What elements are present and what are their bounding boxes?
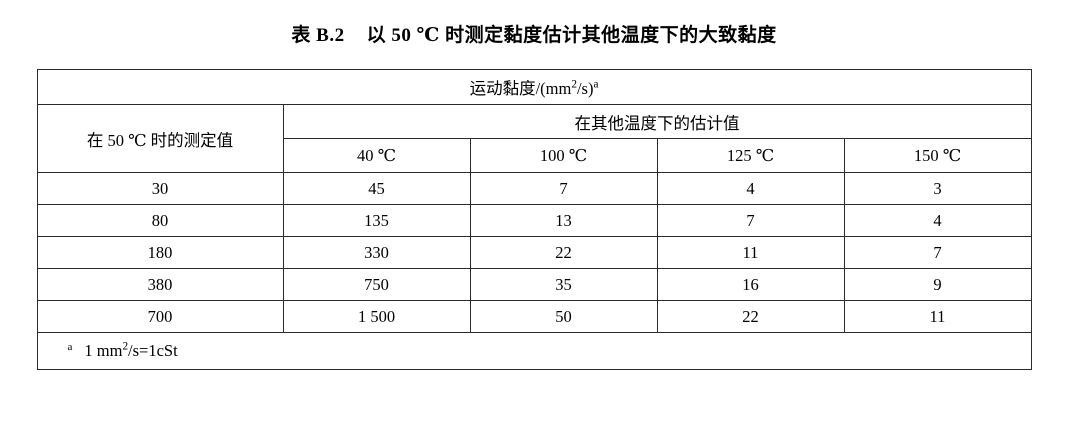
table-row: 180 330 22 11 7 xyxy=(36,236,1032,269)
header-col-40c: 40 ℃ xyxy=(282,138,471,173)
header-col-150c: 150 ℃ xyxy=(843,138,1032,173)
cell-value-150c: 4 xyxy=(843,204,1032,237)
header-unit-footnote-mark: a xyxy=(593,78,599,91)
cell-value-125c: 16 xyxy=(656,268,845,301)
table-header-row-columns: 40 ℃ 100 ℃ 125 ℃ 150 ℃ xyxy=(37,138,1032,173)
table-title: 表 B.2 以 50 ℃ 时测定黏度估计其他温度下的大致黏度 xyxy=(0,0,1068,69)
cell-value-40c: 750 xyxy=(282,268,471,301)
cell-value-100c: 7 xyxy=(469,172,658,205)
cell-value-150c: 7 xyxy=(843,236,1032,269)
cell-value-125c: 11 xyxy=(656,236,845,269)
table-title-text: 以 50 ℃ 时测定黏度估计其他温度下的大致黏度 xyxy=(366,25,777,46)
header-unit-exponent: 2 xyxy=(571,78,577,91)
cell-value-100c: 35 xyxy=(469,268,658,301)
cell-value-150c: 11 xyxy=(843,300,1032,333)
cell-value-150c: 9 xyxy=(843,268,1032,301)
cell-value-125c: 22 xyxy=(656,300,845,333)
cell-measured: 700 xyxy=(36,300,284,333)
cell-value-40c: 45 xyxy=(282,172,471,205)
cell-value-100c: 22 xyxy=(469,236,658,269)
cell-measured: 180 xyxy=(36,236,284,269)
footnote-mark: a xyxy=(67,340,73,353)
cell-value-125c: 4 xyxy=(656,172,845,205)
cell-value-40c: 135 xyxy=(282,204,471,237)
table-row: 380 750 35 16 9 xyxy=(36,268,1032,301)
footnote-suffix: /s=1cSt xyxy=(128,341,178,361)
header-col-100c: 100 ℃ xyxy=(469,138,658,173)
table-row: 80 135 13 7 4 xyxy=(36,204,1032,237)
cell-measured: 80 xyxy=(36,204,284,237)
table-header-row-group: 在 50 ℃ 时的测定值 在其他温度下的估计值 xyxy=(36,104,1032,173)
header-unit-cell: 运动黏度/(mm2/s)a xyxy=(36,69,1032,105)
cell-measured: 380 xyxy=(36,268,284,301)
table-row: 700 1 500 50 22 11 xyxy=(36,300,1032,333)
cell-value-125c: 7 xyxy=(656,204,845,237)
cell-measured: 30 xyxy=(36,172,284,205)
footnote-prefix: 1 mm xyxy=(84,341,123,361)
header-col-125c: 125 ℃ xyxy=(656,138,845,173)
cell-value-100c: 13 xyxy=(469,204,658,237)
cell-value-100c: 50 xyxy=(469,300,658,333)
header-estimated-group-cell: 在其他温度下的估计值 xyxy=(282,104,1032,139)
viscosity-table: 运动黏度/(mm2/s)a 在 50 ℃ 时的测定值 在其他温度下的估计值 40… xyxy=(36,69,1032,370)
cell-value-40c: 330 xyxy=(282,236,471,269)
footnote-cell: a 1 mm2/s=1cSt xyxy=(36,332,1032,370)
header-unit-prefix: 运动黏度/(mm xyxy=(469,79,572,98)
table-header-row-unit: 运动黏度/(mm2/s)a xyxy=(36,69,1032,105)
cell-value-40c: 1 500 xyxy=(282,300,471,333)
cell-value-150c: 3 xyxy=(843,172,1032,205)
table-row: 30 45 7 4 3 xyxy=(36,172,1032,205)
header-measured-cell: 在 50 ℃ 时的测定值 xyxy=(36,104,284,173)
table-title-label: 表 B.2 xyxy=(291,25,345,46)
footnote-exponent: 2 xyxy=(122,340,129,353)
header-unit-suffix: /s) xyxy=(576,79,594,98)
table-footnote-row: a 1 mm2/s=1cSt xyxy=(36,332,1032,370)
